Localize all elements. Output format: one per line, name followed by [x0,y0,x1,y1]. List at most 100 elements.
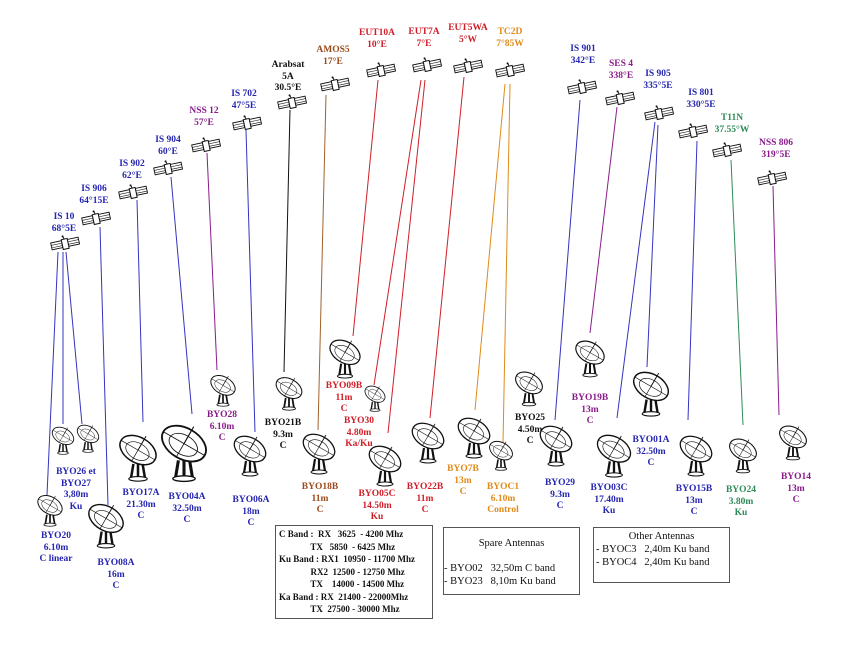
antenna-label-byo28: BYO28 6.10m C [206,410,238,443]
antenna-dish-icon [156,418,212,486]
frequency-row: TX 14000 - 14500 Mhz [279,579,405,589]
antenna-dish-icon [572,338,608,378]
spare-antenna-item: - BYO02 32,50m C band [444,563,556,574]
link-amos5-byo18b [317,94,327,431]
antenna-label-byo29: BYO29 9.3m C [544,478,576,511]
antenna-label-byo15b: BYO15B 13m C [675,484,713,517]
antenna-dish-icon [676,431,716,479]
antenna-dish-icon [84,501,128,549]
frequency-row: Ku Band : RX1 10950 - 11700 Mhz [279,554,416,564]
satellite-label-is904: IS 904 60°E [155,135,181,157]
satellite-label-is905: IS 905 335°5E [643,69,673,91]
antenna-dish-icon [726,433,760,477]
antenna-dish-icon [362,384,388,412]
antenna-dish-icon [408,419,448,465]
antenna-label-byo03c: BYO03C 17.40m Ku [590,483,628,516]
antenna-label-byo08a: BYO08A 16m C [97,558,135,591]
frequency-bands-box: C Band : RX 3625 - 4200 Mhz TX 5850 - 64… [275,525,433,619]
antenna-dish-icon [271,375,307,411]
link-nss806-byo14 [772,185,780,416]
link-is10-byo20 [46,251,59,496]
antenna-label-byo22b: BYO22B 11m C [406,482,444,515]
frequency-row: TX 5850 - 6425 Mhz [279,541,396,552]
link-is906-byo08a [99,226,109,506]
link-is901-byo29 [554,99,581,421]
antenna-label-byo24: BYO24 3.80m Ku [725,485,757,518]
other-antenna-item: - BYOC3 2,40m Ku band [596,544,710,555]
antenna-label-byo05c: BYO05C 14.50m Ku [358,489,396,522]
link-tc2d-byo7b [474,83,506,411]
antenna-dish-icon [593,428,635,482]
antenna-dish-icon [207,373,239,407]
antenna-label-byo21b: BYO21B 9.3m C [264,418,302,451]
other-antenna-item: - BYOC4 2,40m Ku band [596,557,710,568]
satellite-label-is702: IS 702 47°5E [231,89,257,111]
link-is702-byo06a [245,129,256,433]
antenna-dish-icon [49,425,77,455]
satellite-label-t11n: T11N 37.55°W [714,113,750,135]
antenna-dish-icon [536,421,576,469]
satellite-label-is801: IS 801 330°5E [686,88,716,110]
satellite-label-nss12: NSS 12 57°E [189,106,219,128]
satellite-label-is902: IS 902 62°E [119,159,145,181]
satellite-label-arabsat: Arabsat 5A 30.5°E [271,60,305,93]
frequency-row: RX2 12500 - 12750 Mhz [279,566,405,577]
link-eut10a-byo09b [352,79,379,337]
link-tc2d-byoc1 [502,83,511,444]
antenna-dish-icon [299,431,339,475]
satellite-label-nss806: NSS 806 319°5E [758,138,794,160]
antenna-label-byo01a: BYO01A 32.50m C [632,435,670,468]
link-is801-byo15b [687,140,698,421]
satellite-label-ses4: SES 4 338°E [608,59,634,81]
link-is902-byo17a [136,199,144,423]
satellite-label-amos5: AMOS5 17°E [316,45,350,67]
satellite-label-eut7a: EUT7A 7°E [408,27,440,49]
frequency-row: TX 27500 - 30000 Mhz [279,604,400,614]
antenna-label-byo30: BYO30 4.80m Ka/Ku [343,416,375,449]
satellite-label-is901: IS 901 342°E [570,44,596,66]
antenna-dish-icon [325,337,365,379]
spare-antenna-item: - BYO23 8,10m Ku band [444,576,556,587]
link-nss12-byo28 [206,152,218,371]
antenna-dish-icon [776,422,810,462]
link-is905-byo01a [646,124,659,368]
satellite-label-tc2d: TC2D 7°85W [496,27,524,49]
link-arabsat-byo21b [283,109,291,373]
antenna-dish-icon [512,367,546,409]
spare-antennas-title: Spare Antennas [478,538,545,549]
link-eut7a-byo30 [373,79,422,386]
antenna-label-byo26-27: BYO26 et BYO27 3,80m Ku [56,467,96,512]
antenna-label-byo09b: BYO09B 11m C [325,381,363,414]
antenna-label-byo04a: BYO04A 32.50m C [168,492,206,525]
satellite-label-is906: IS 906 64°15E [79,184,109,206]
antenna-dish-icon [74,423,102,453]
link-t11n-byo24 [730,159,744,426]
antenna-label-byo17a: BYO17A 21.30m C [122,488,160,521]
antenna-label-byo14: BYO14 13m C [780,472,812,505]
link-is10-byo27 [65,251,83,425]
other-antennas-title: Other Antennas [628,531,695,542]
frequency-row: C Band : RX 3625 - 4200 Mhz [279,529,404,539]
satellite-label-eut5wa: EUT5WA 5°W [448,23,488,45]
antenna-dish-icon [365,443,405,487]
spare-antennas-box: Spare Antennas - BYO02 32,50m C band - B… [443,527,580,595]
antenna-label-byo06a: BYO06A 18m C [232,495,270,528]
satellite-label-eut10a: EUT10A 10°E [359,28,395,50]
frequency-row: Ka Band : RX 21400 - 22000Mhz [279,591,409,602]
antenna-label-byoc1: BYOC1 6.10m Control [486,482,520,515]
antenna-label-byo25: BYO25 4.50m C [514,413,546,446]
antenna-label-byo18b: BYO18B 11m C [301,482,339,515]
link-is904-byo04a [170,176,193,415]
antenna-dish-icon [115,429,161,485]
link-eut5wa-byo22b [429,76,465,419]
satellite-label-is10: IS 10 68°5E [51,212,77,234]
antenna-dish-icon [629,366,673,420]
link-ses4-byo19b [589,106,618,334]
antenna-label-byo20: BYO20 6.10m C linear [39,531,73,564]
link-is905-byo03c [616,121,656,419]
link-eut7a-byo05c [387,79,426,434]
antenna-label-byo19b: BYO19B 13m C [571,393,609,426]
antenna-dish-icon [486,439,516,471]
